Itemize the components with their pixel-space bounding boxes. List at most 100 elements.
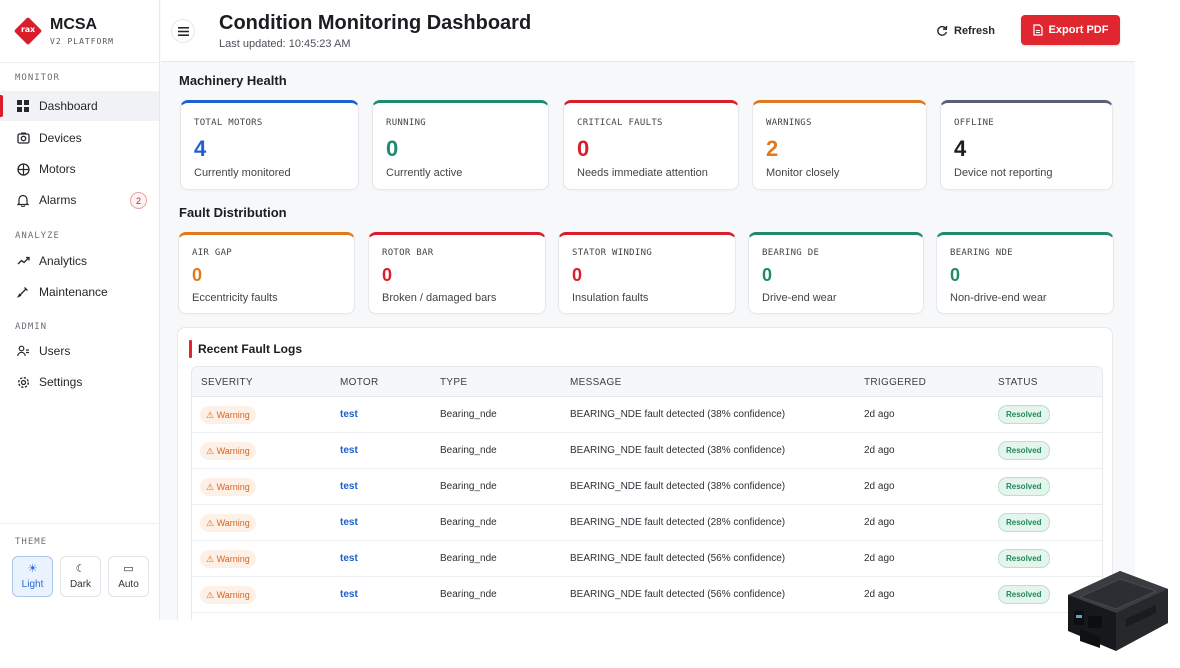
fault-card-air-gap[interactable]: AIR GAP 0 Eccentricity faults [178, 232, 355, 314]
column-header-motor[interactable]: MOTOR [340, 377, 379, 388]
motor-link[interactable]: test [340, 589, 358, 600]
sidebar: rax MCSA V2 PLATFORM MONITOR Dashboard D… [0, 0, 160, 620]
health-card-offline[interactable]: OFFLINE 4 Device not reporting [940, 100, 1113, 190]
theme-light-button[interactable]: ☀ Light [12, 556, 53, 597]
monitor-icon: ▭ [123, 563, 134, 575]
sidebar-item-label: Alarms [39, 193, 77, 207]
card-value: 0 [577, 136, 590, 161]
fault-message: BEARING_NDE fault detected (38% confiden… [570, 445, 786, 456]
column-header-severity[interactable]: SEVERITY [201, 377, 253, 388]
column-header-status[interactable]: STATUS [998, 377, 1038, 388]
table-row[interactable]: ⚠ Warning test Bearing_nde BEARING_NDE f… [192, 505, 1102, 541]
card-label: WARNINGS [766, 118, 812, 128]
table-row[interactable]: ⚠ Warning test Bearing_nde BEARING_NDE f… [192, 541, 1102, 577]
alarm-count-badge: 2 [130, 192, 147, 209]
theme-auto-label: Auto [118, 579, 139, 590]
sidebar-item-label: Motors [39, 162, 76, 176]
table-row[interactable]: ⚠ Warning test Bearing_nde BEARING_NDE f… [192, 469, 1102, 505]
health-card-running[interactable]: RUNNING 0 Currently active [372, 100, 549, 190]
sidebar-item-dashboard[interactable]: Dashboard [0, 91, 159, 121]
card-caption: Drive-end wear [762, 292, 837, 304]
export-label: Export PDF [1048, 24, 1109, 36]
card-label: ROTOR BAR [382, 248, 434, 258]
recent-fault-logs-heading: Recent Fault Logs [198, 342, 303, 356]
moon-icon: ☾ [75, 563, 86, 575]
fault-card-bearing-nde[interactable]: BEARING NDE 0 Non-drive-end wear [936, 232, 1114, 314]
menu-toggle-button[interactable] [171, 19, 195, 43]
trend-icon [16, 254, 30, 268]
table-row[interactable]: ⚠ Warning test Bearing_nde BEARING_NDE f… [192, 577, 1102, 613]
fault-type: Bearing_nde [440, 409, 497, 420]
card-value: 0 [572, 265, 583, 285]
column-header-type[interactable]: TYPE [440, 377, 468, 388]
card-label: OFFLINE [954, 118, 995, 128]
sidebar-item-alarms[interactable]: Alarms 2 [0, 185, 159, 215]
motor-link[interactable]: test [340, 553, 358, 564]
card-label: TOTAL MOTORS [194, 118, 263, 128]
motor-link[interactable]: test [340, 409, 358, 420]
motor-link[interactable]: test [340, 481, 358, 492]
column-header-message[interactable]: MESSAGE [570, 377, 622, 388]
card-value: 0 [386, 136, 399, 161]
last-updated: Last updated: 10:45:23 AM [219, 38, 351, 50]
sidebar-item-users[interactable]: Users [0, 336, 159, 366]
sidebar-item-label: Dashboard [39, 99, 98, 113]
fault-card-bearing-de[interactable]: BEARING DE 0 Drive-end wear [748, 232, 924, 314]
theme-light-label: Light [21, 579, 44, 590]
fault-card-stator-winding[interactable]: STATOR WINDING 0 Insulation faults [558, 232, 736, 314]
section-monitor: MONITOR [15, 73, 60, 83]
machinery-health-heading: Machinery Health [179, 73, 287, 88]
sidebar-item-analytics[interactable]: Analytics [0, 246, 159, 276]
divider [0, 523, 160, 524]
card-caption: Broken / damaged bars [382, 292, 497, 304]
fault-type: Bearing_nde [440, 481, 497, 492]
brand[interactable]: rax MCSA V2 PLATFORM [13, 13, 114, 49]
sidebar-item-devices[interactable]: Devices [0, 123, 159, 153]
card-caption: Currently active [386, 167, 463, 179]
sidebar-item-motors[interactable]: Motors [0, 154, 159, 184]
brand-name: MCSA [50, 15, 98, 33]
card-caption: Device not reporting [954, 167, 1053, 179]
triggered-time: 2d ago [864, 445, 895, 456]
severity-badge: ⚠ Warning [200, 478, 256, 496]
theme-auto-button[interactable]: ▭ Auto [108, 556, 149, 597]
health-card-warnings[interactable]: WARNINGS 2 Monitor closely [752, 100, 927, 190]
sidebar-item-settings[interactable]: Settings [0, 367, 159, 397]
health-card-total-motors[interactable]: TOTAL MOTORS 4 Currently monitored [180, 100, 359, 190]
motor-link[interactable]: test [340, 445, 358, 456]
hamburger-icon [177, 26, 189, 36]
triggered-time: 2d ago [864, 589, 895, 600]
card-label: AIR GAP [192, 248, 233, 258]
triggered-time: 2d ago [864, 481, 895, 492]
refresh-button[interactable]: Refresh [936, 21, 995, 41]
motor-link[interactable]: test [340, 517, 358, 528]
fault-distribution-heading: Fault Distribution [179, 205, 287, 220]
table-row[interactable]: ⚠ Warning test Bearing_nde BEARING_NDE f… [192, 397, 1102, 433]
users-icon [16, 344, 30, 358]
fault-message: BEARING_NDE fault detected (56% confiden… [570, 553, 786, 564]
accent-bar [189, 340, 192, 358]
theme-dark-button[interactable]: ☾ Dark [60, 556, 101, 597]
sidebar-item-label: Devices [39, 131, 82, 145]
dashboard-app: rax MCSA V2 PLATFORM MONITOR Dashboard D… [0, 0, 1135, 620]
triggered-time: 2d ago [864, 409, 895, 420]
fault-type: Bearing_nde [440, 445, 497, 456]
export-pdf-button[interactable]: Export PDF [1021, 15, 1120, 45]
divider [0, 62, 160, 63]
fault-card-rotor-bar[interactable]: ROTOR BAR 0 Broken / damaged bars [368, 232, 546, 314]
device-icon [16, 131, 30, 145]
table-row[interactable]: ⚠ Warning test Bearing_nde BEARING_NDE f… [192, 433, 1102, 469]
theme-dark-label: Dark [69, 579, 92, 590]
card-label: CRITICAL FAULTS [577, 118, 663, 128]
sidebar-item-label: Users [39, 344, 71, 358]
severity-badge: ⚠ Warning [200, 586, 256, 604]
refresh-icon [937, 25, 948, 36]
sidebar-item-maintenance[interactable]: Maintenance [0, 277, 159, 307]
card-value: 0 [192, 265, 203, 285]
card-label: STATOR WINDING [572, 248, 653, 258]
card-value: 0 [382, 265, 393, 285]
card-value: 4 [194, 136, 207, 161]
column-header-triggered[interactable]: TRIGGERED [864, 377, 927, 388]
health-card-critical-faults[interactable]: CRITICAL FAULTS 0 Needs immediate attent… [563, 100, 739, 190]
theme-label: THEME [15, 537, 48, 547]
